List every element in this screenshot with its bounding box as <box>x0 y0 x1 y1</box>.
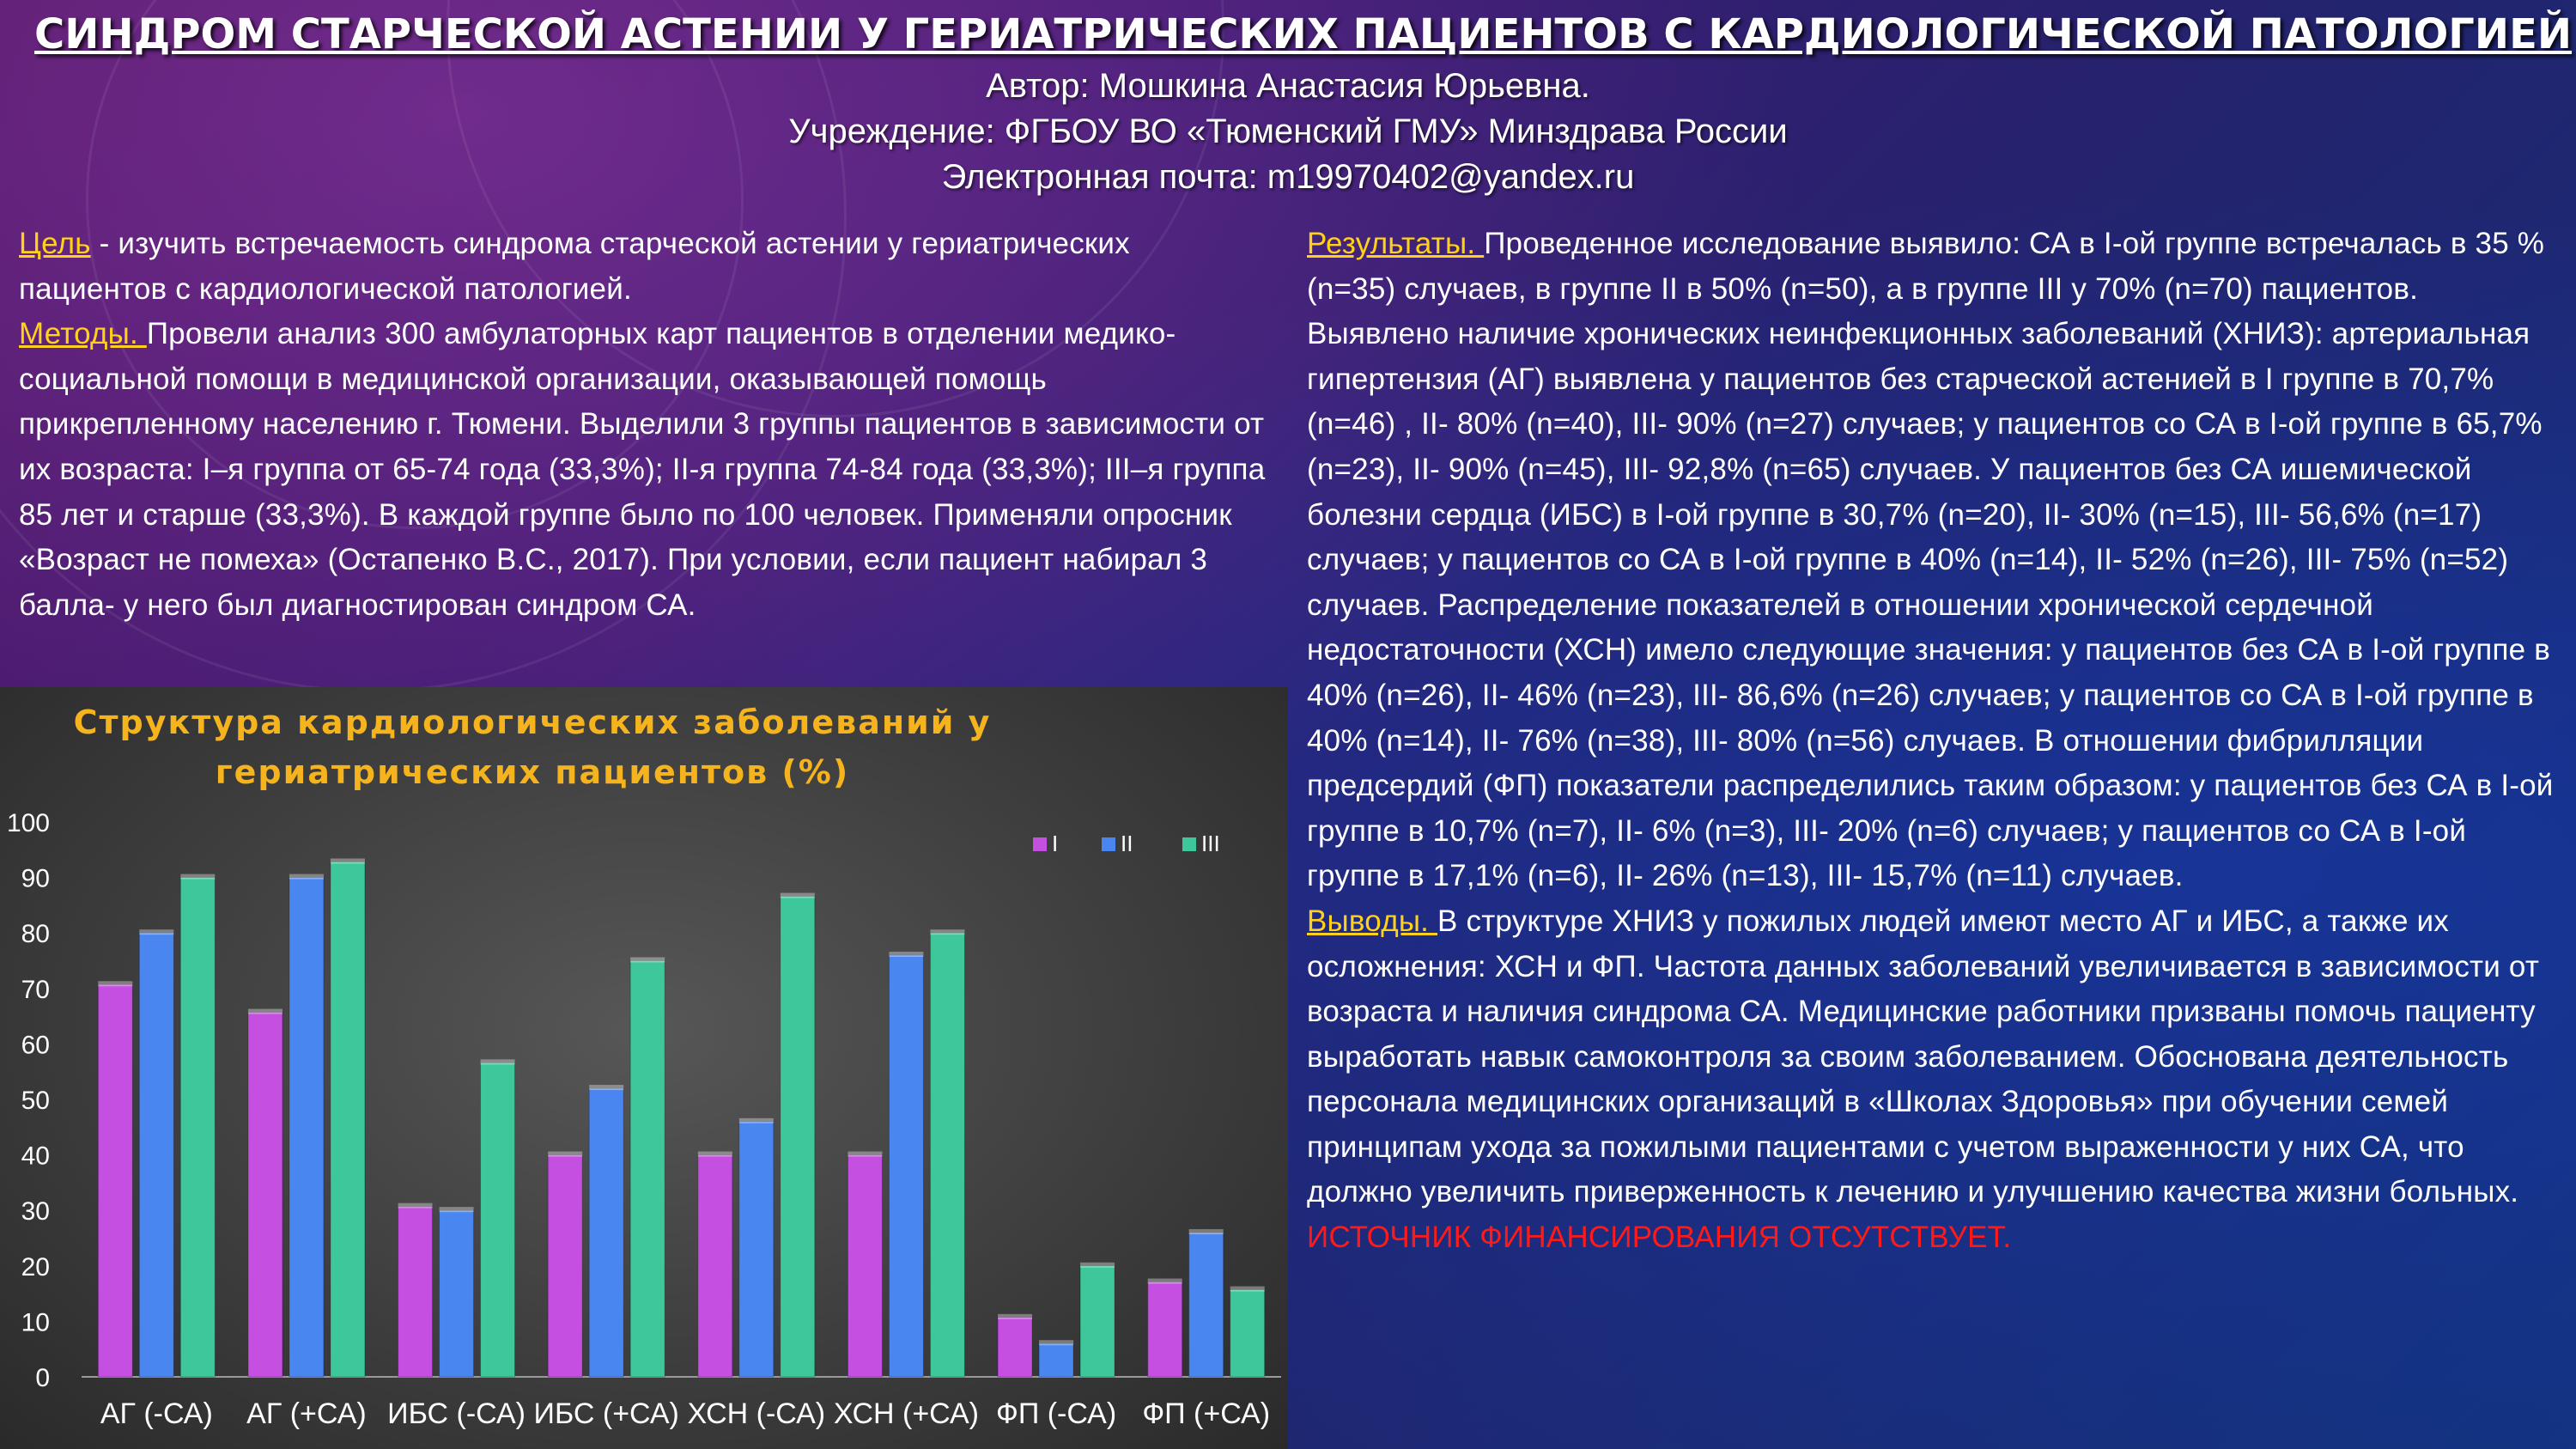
author-line: Автор: Мошкина Анастасия Юрьевна. <box>986 67 1590 105</box>
bar-I-0 <box>97 983 133 1378</box>
x-category-label: ФП (+СА) <box>1142 1397 1270 1430</box>
chart-title: Структура кардиологических заболеваний у… <box>34 697 1030 797</box>
y-tick-label: 60 <box>21 1031 50 1059</box>
left-column: Цель - изучить встречаемость синдрома ст… <box>19 222 1281 628</box>
bar-I-7 <box>1147 1282 1183 1378</box>
disease-structure-chart: Структура кардиологических заболеваний у… <box>0 687 1288 1449</box>
chart-title-line-2: гериатрических пациентов (%) <box>215 753 850 791</box>
bar-top-highlight <box>780 892 815 898</box>
goal-paragraph: Цель - изучить встречаемость синдрома ст… <box>19 222 1281 312</box>
bar-top-highlight <box>247 1008 283 1014</box>
bar-II-2 <box>439 1209 475 1378</box>
bar-III-1 <box>330 861 366 1378</box>
y-tick-label: 30 <box>21 1197 50 1226</box>
bar-top-highlight <box>589 1085 624 1091</box>
chart-plot: 0 10 20 30 40 50 60 70 80 90 100 АГ (-СА) АГ (+СА) ИБ… <box>7 809 1281 1430</box>
bar-top-highlight <box>1147 1278 1182 1284</box>
bar-I-1 <box>247 1012 283 1378</box>
right-column: Результаты. Проведенное исследование выя… <box>1307 222 2561 1261</box>
bar-top-highlight <box>439 1207 474 1213</box>
methods-paragraph: Методы. Провели анализ 300 амбулаторных … <box>19 312 1281 628</box>
bar-top-highlight <box>930 929 965 935</box>
x-category-label: ИБС (-СА) <box>387 1397 526 1430</box>
bar-top-highlight <box>139 929 174 935</box>
methods-label: Методы. <box>19 317 147 351</box>
bar-I-4 <box>697 1154 733 1378</box>
bar-I-3 <box>547 1154 583 1378</box>
bar-top-highlight <box>548 1151 583 1157</box>
conclusions-label: Выводы. <box>1307 904 1438 938</box>
bar-top-highlight <box>289 874 324 880</box>
bar-III-6 <box>1079 1265 1115 1378</box>
bar-II-5 <box>888 954 924 1378</box>
bar-II-3 <box>588 1087 624 1378</box>
x-category-label: ХСН (-СА) <box>688 1397 826 1430</box>
bar-III-7 <box>1230 1289 1266 1378</box>
bar-III-2 <box>480 1062 516 1378</box>
bar-II-1 <box>289 877 325 1378</box>
bar-top-highlight <box>998 1313 1033 1319</box>
bar-II-7 <box>1188 1232 1224 1378</box>
funding-text: ИСТОЧНИК ФИНАНСИРОВАНИЯ ОТСУТСТВУЕТ. <box>1307 1221 2012 1255</box>
y-tick-label: 100 <box>7 809 50 837</box>
results-text: Проведенное исследование выявило: СА в I… <box>1307 227 2554 893</box>
bar-II-4 <box>738 1121 775 1378</box>
bar-III-4 <box>780 896 816 1378</box>
y-tick-label: 50 <box>21 1087 50 1115</box>
funding-paragraph: ИСТОЧНИК ФИНАНСИРОВАНИЯ ОТСУТСТВУЕТ. <box>1307 1215 2561 1261</box>
y-tick-label: 0 <box>35 1364 50 1392</box>
legend-label-I: I <box>1052 831 1058 856</box>
x-category-label: ХСН (+СА) <box>834 1397 979 1430</box>
bar-I-6 <box>997 1317 1033 1378</box>
poster-title: СИНДРОМ СТАРЧЕСКОЙ АСТЕНИИ У ГЕРИАТРИЧЕС… <box>34 10 2573 58</box>
bar-top-highlight <box>98 981 133 987</box>
legend-label-II: II <box>1121 831 1133 856</box>
bar-top-highlight <box>1188 1229 1224 1235</box>
results-label: Результаты. <box>1307 227 1485 260</box>
bar-top-highlight <box>398 1202 433 1209</box>
bar-top-highlight <box>480 1059 515 1065</box>
legend-swatch-I <box>1033 837 1047 851</box>
conclusions-text: В структуре ХНИЗ у пожилых людей имеют м… <box>1307 904 2540 1209</box>
bar-top-highlight <box>697 1151 732 1157</box>
legend-swatch-II <box>1102 837 1115 851</box>
y-tick-label: 20 <box>21 1253 50 1282</box>
bar-III-0 <box>179 877 216 1378</box>
y-tick-label: 10 <box>21 1308 50 1336</box>
bar-II-0 <box>138 932 174 1378</box>
x-category-label: ФП (-СА) <box>996 1397 1116 1430</box>
chart-title-line-1: Структура кардиологических заболеваний у <box>73 703 992 741</box>
x-category-label: АГ (+СА) <box>246 1397 367 1430</box>
bar-top-highlight <box>889 952 924 958</box>
y-tick-label: 70 <box>21 976 50 1004</box>
bar-top-highlight <box>738 1117 774 1123</box>
bar-III-5 <box>929 932 965 1378</box>
email-line: Электронная почта: m19970402@yandex.ru <box>941 158 1635 196</box>
x-category-label: ИБС (+СА) <box>534 1397 679 1430</box>
methods-text: Провели анализ 300 амбулаторных карт пац… <box>19 317 1266 622</box>
bar-top-highlight <box>330 858 365 864</box>
bar-I-5 <box>847 1154 883 1378</box>
y-tick-label: 40 <box>21 1142 50 1171</box>
goal-label: Цель <box>19 227 91 260</box>
bar-I-2 <box>398 1206 434 1378</box>
y-tick-label: 80 <box>21 920 50 948</box>
x-category-label: АГ (-СА) <box>100 1397 213 1430</box>
conclusions-paragraph: Выводы. В структуре ХНИЗ у пожилых людей… <box>1307 899 2561 1215</box>
bar-top-highlight <box>1080 1262 1115 1268</box>
results-paragraph: Результаты. Проведенное исследование выя… <box>1307 222 2561 899</box>
legend-swatch-III <box>1182 837 1196 851</box>
legend-label-III: III <box>1201 831 1220 856</box>
bar-top-highlight <box>1039 1340 1074 1346</box>
bar-III-3 <box>629 960 665 1378</box>
goal-text: - изучить встречаемость синдрома старчес… <box>19 227 1130 306</box>
bar-top-highlight <box>1230 1286 1265 1292</box>
institution-line: Учреждение: ФГБОУ ВО «Тюменский ГМУ» Мин… <box>788 113 1788 150</box>
bar-top-highlight <box>180 874 216 880</box>
bar-II-6 <box>1038 1342 1074 1378</box>
bar-top-highlight <box>848 1151 883 1157</box>
y-tick-label: 90 <box>21 865 50 893</box>
bar-top-highlight <box>630 957 665 963</box>
